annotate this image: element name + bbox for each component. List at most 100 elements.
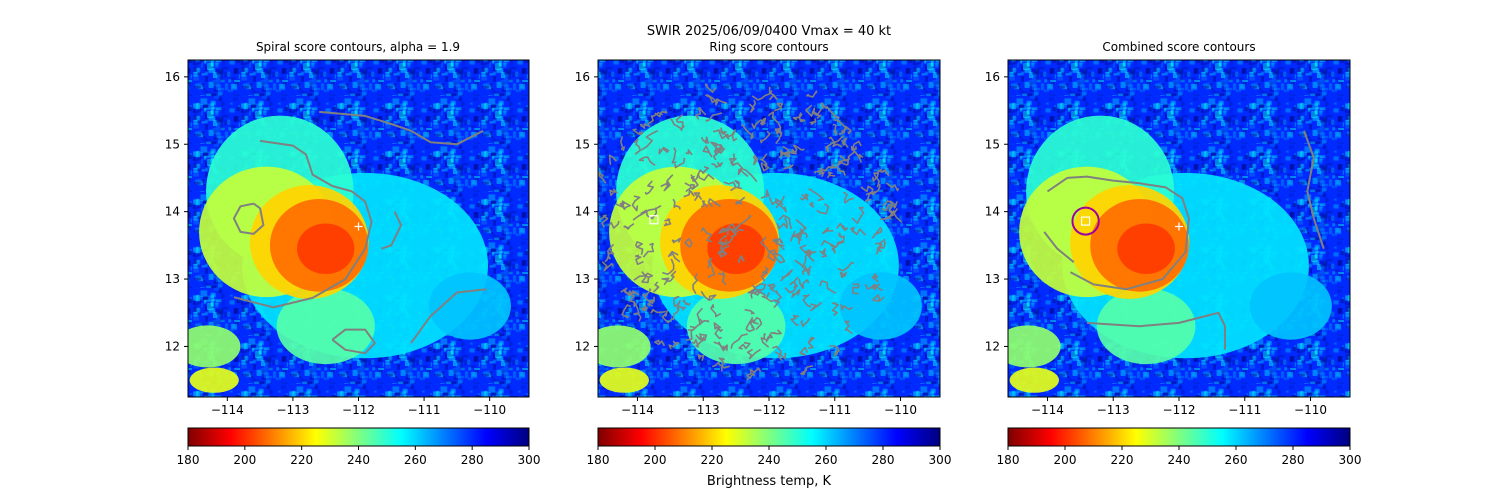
ring-score-contour [640,304,648,312]
ring-score-contour [778,214,793,230]
ring-score-contour [737,255,745,264]
ring-score-contour [670,118,685,130]
ring-score-contour [837,261,855,272]
panel-ring: Ring score contours −114 −113 −112 −111 −110… [575,40,952,467]
ring-score-contour [831,240,843,254]
colorbar-tick-label: 300 [929,453,952,467]
ring-score-contour [663,180,671,192]
square-marker [1081,216,1091,226]
colorbar-tick-label: 220 [701,453,724,467]
y-tick-label: 14 [985,205,1000,219]
ring-score-contour [844,320,853,335]
colorbar-tick-label: 280 [1282,453,1305,467]
ring-score-contour [830,163,846,176]
colorbar-tick-label: 300 [518,453,541,467]
ring-score-contour [693,192,703,202]
ring-score-contour [714,98,728,106]
ring-score-contour [840,304,853,311]
ring-score-contour [718,144,724,152]
colorbar-tick-label: 300 [1339,453,1362,467]
ring-score-contour [710,304,722,318]
score-contour [381,211,403,250]
ring-score-contour [737,167,758,183]
ring-score-contour [847,145,857,160]
ring-score-contour [695,334,705,347]
ring-score-contour [760,333,770,348]
ring-score-contour [818,280,837,295]
ring-score-contour [601,261,614,272]
colorbar-tick-label: 180 [997,453,1020,467]
heatmap-image [598,60,940,397]
ring-score-contour [654,110,668,118]
ring-score-contour [809,201,814,208]
ring-score-contour [775,131,783,145]
colorbar-tick-label: 220 [1111,453,1134,467]
ring-score-contour [841,158,850,166]
heatmap-cloud [1249,272,1332,340]
ring-score-contour [731,162,749,178]
ring-score-contour [889,200,898,209]
ring-score-contour [704,83,716,93]
ring-score-contour [804,249,813,258]
heatmap-cloud [839,272,922,340]
ring-score-contour [751,117,767,130]
x-tick-label: −112 [753,403,786,417]
square-marker [649,215,659,225]
colorbar-tick-label: 260 [404,453,427,467]
ring-score-contour [804,265,812,276]
ring-score-contour [640,129,659,151]
x-tick-label: −113 [687,403,720,417]
ring-score-contour [672,198,681,210]
ring-score-contour [772,239,785,251]
colorbar [597,427,941,447]
ring-score-contour [683,189,695,198]
ring-score-contour [852,283,860,295]
ring-score-contour [702,145,713,158]
ring-score-contour [661,309,674,324]
ring-score-contour [775,198,784,209]
y-tick-label: 16 [985,70,1000,84]
ring-score-contour [723,181,737,192]
ring-score-contour [696,307,703,326]
y-tick-label: 13 [575,272,590,286]
ring-score-contour [642,242,655,258]
ring-score-contour [700,136,710,144]
contour-group [1043,130,1325,350]
ring-score-contour [774,290,782,303]
ring-score-contour [774,127,782,135]
ring-score-contour [813,166,832,174]
ring-score-contour [647,112,664,125]
ring-score-contour [875,240,884,245]
ring-score-contour [608,220,620,229]
y-tick-label: 15 [165,137,180,151]
ring-score-contour [790,314,800,326]
heatmap-image [1008,60,1350,397]
ring-score-contour [800,365,814,376]
ring-score-contour [871,227,883,239]
ring-score-contour [632,205,662,221]
y-tick-label: 16 [575,70,590,84]
x-tick-label: −112 [1163,403,1196,417]
ring-score-contour [763,333,773,343]
colorbar [1007,427,1351,447]
ring-score-contour [767,111,782,129]
ring-score-contour [650,308,666,314]
ring-score-contour [700,200,708,208]
ring-score-contour [685,149,693,156]
ring-score-contour [843,191,855,204]
ring-score-contour [684,238,693,248]
ring-score-contour [768,86,778,101]
x-tick-label: −112 [342,403,375,417]
ring-score-contour [881,200,895,212]
ring-score-contour [712,129,729,140]
panel-spiral: Spiral score contours, alpha = 1.9 −114 −… [165,40,541,467]
ring-score-contour [667,250,681,263]
ring-score-contour [652,281,660,293]
y-tick-label: 15 [575,137,590,151]
ring-score-contour [621,304,632,319]
ring-score-contour [871,273,879,283]
ring-score-contour [726,223,741,232]
colorbar-tick-label: 200 [233,453,256,467]
ring-score-contour [800,317,811,328]
